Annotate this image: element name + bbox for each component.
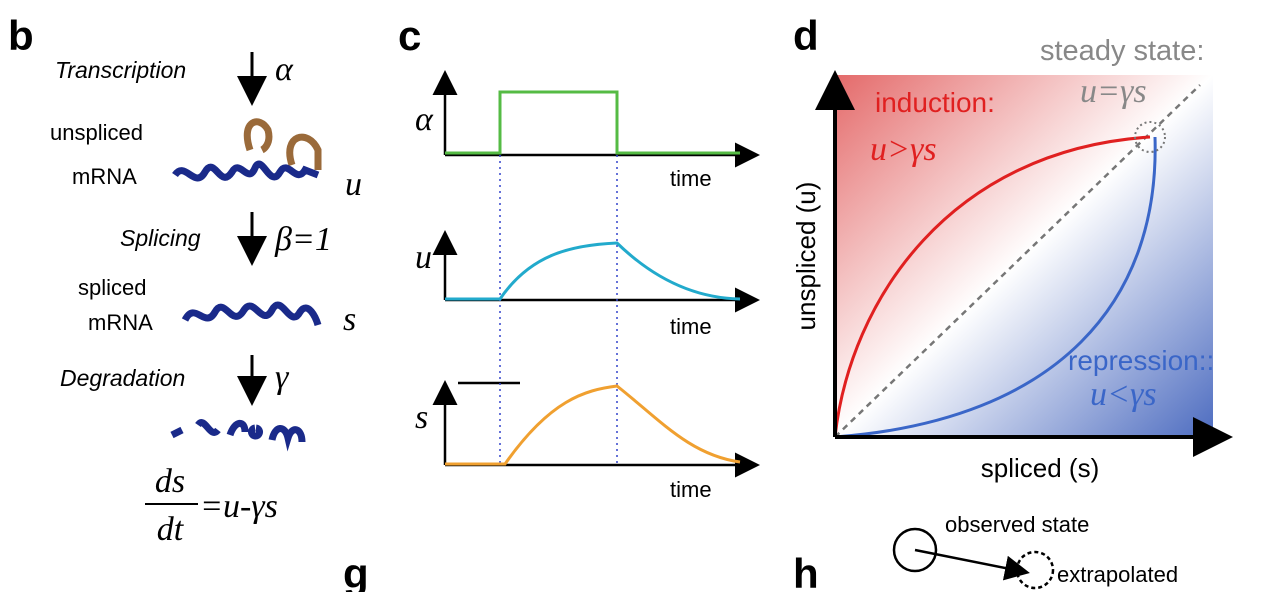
observed-circle <box>892 527 938 573</box>
extrapolated-circle <box>1015 550 1055 590</box>
rate: γ <box>275 359 290 396</box>
u-curve <box>445 241 741 301</box>
axis-label: u <box>415 239 432 276</box>
axis-label: α <box>415 101 434 138</box>
legend-text: extrapolated <box>1057 562 1178 587</box>
steady-point <box>1134 121 1166 153</box>
species-label: mRNA <box>88 310 153 335</box>
mrna <box>181 301 322 327</box>
alpha-curve <box>445 90 740 155</box>
panel-label: d <box>793 12 819 59</box>
intron <box>243 118 322 170</box>
rate: β=1 <box>274 221 332 258</box>
species-symbol: s <box>343 301 356 338</box>
panel-label: g <box>343 550 369 592</box>
axis-label: time <box>670 477 712 502</box>
step-label: Splicing <box>120 225 201 251</box>
species-symbol: u <box>345 166 362 203</box>
axis-label: s <box>415 399 428 436</box>
axis-label: time <box>670 314 712 339</box>
degraded-mrna <box>170 419 306 452</box>
annotation: induction: <box>875 87 995 118</box>
axes <box>432 70 760 478</box>
panel-label: h <box>793 550 819 592</box>
repression-curve <box>834 136 1157 439</box>
equation: ds <box>155 463 185 500</box>
annotation: u<γs <box>1090 376 1157 413</box>
species-label: mRNA <box>72 164 137 189</box>
annotation: steady state: <box>1040 35 1204 67</box>
panel-label: c <box>398 12 421 59</box>
legend-text: observed state <box>945 512 1089 537</box>
s-curve <box>445 384 741 466</box>
annotation: u>γs <box>870 131 937 168</box>
step-label: Degradation <box>60 365 185 391</box>
axis-label: unspliced (u) <box>791 182 821 331</box>
panel-label: b <box>8 12 34 59</box>
phase-background <box>835 75 1213 437</box>
axis-label: time <box>670 166 712 191</box>
annotation: repression:: <box>1068 345 1214 376</box>
annotation: u=γs <box>1080 73 1147 110</box>
axis-label: spliced (s) <box>981 453 1099 483</box>
equation: =u-γs <box>200 488 278 525</box>
equation: dt <box>157 511 185 548</box>
velocity-arrow <box>914 548 1030 581</box>
mrna <box>172 160 320 182</box>
species-label: spliced <box>78 275 146 300</box>
steady-line <box>834 84 1201 438</box>
step-label: Transcription <box>55 57 186 83</box>
rate: α <box>275 51 294 88</box>
species-label: unspliced <box>50 120 143 145</box>
induction-curve <box>833 135 1151 438</box>
